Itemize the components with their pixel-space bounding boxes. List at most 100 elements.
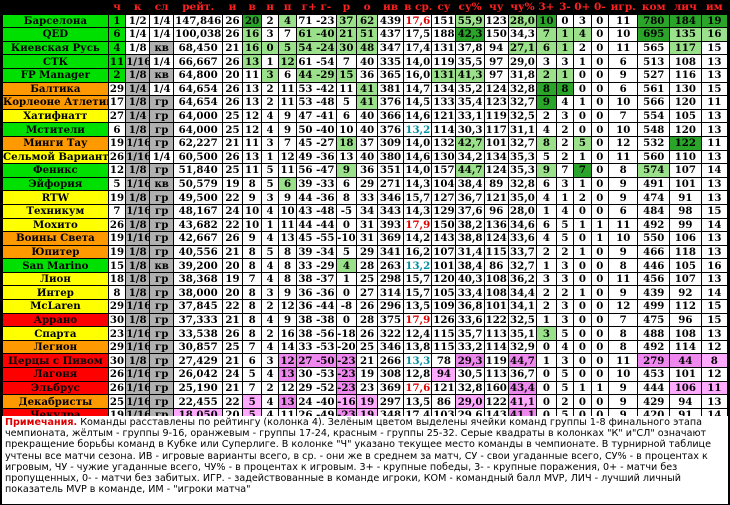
stat-cell: 1/16 [125, 339, 151, 355]
stat-cell: 37,333 [173, 312, 224, 328]
stat-cell: 4 [261, 122, 279, 137]
stat-cell: 8 [335, 190, 358, 205]
table-row: San Marino 15 1/8 кв 39,200 20 8 4 8 33 -29 4 28 263… [2, 258, 729, 273]
stat-cell: 4 [335, 258, 358, 273]
stat-cell: 492 [637, 217, 671, 233]
stat-cell: 532 [637, 135, 671, 151]
stat-cell: 19 [356, 367, 378, 382]
table-row: Спарта 23 1/16 гр 33,538 26 8 2 16 38 -56 -18 26 322… [2, 326, 729, 341]
stat-cell: 42,667 [173, 231, 224, 246]
stat-cell: 0 [590, 326, 610, 341]
header-cell: игр. [608, 0, 639, 15]
stat-cell: 0 [573, 67, 592, 83]
stat-cell: 36,7 [455, 190, 485, 205]
stat-cell: 27 [356, 285, 378, 301]
stat-cell: 439 [637, 285, 671, 301]
stat-cell: 18 [107, 271, 127, 287]
stat-cell: 62 [356, 13, 378, 29]
stat-cell: 12,4 [403, 326, 433, 341]
stat-cell: 35,0 [507, 190, 538, 205]
stat-cell: 44 [669, 353, 702, 369]
stat-cell: 16 [700, 27, 729, 42]
stat-cell: 0 [573, 394, 592, 409]
team-name-cell: Лагоня [2, 367, 109, 382]
stat-cell: 380 [376, 149, 405, 165]
table-row: Мохито 26 1/8 гр 43,682 22 10 1 11 44 -44 0 31 393 17… [2, 217, 729, 233]
stat-cell: 61 -40 [296, 27, 337, 42]
stat-cell: 131 [431, 40, 457, 56]
stat-cell: 3 [261, 285, 279, 301]
stat-cell: 10 [335, 122, 358, 137]
stat-cell: 150 [483, 27, 509, 42]
stat-cell: 64,000 [173, 108, 224, 124]
table-row: RTW 19 1/8 гр 49,500 22 9 3 9 44 -36 8 33 346 15,7 127… [2, 190, 729, 205]
stat-cell: 26 [107, 149, 127, 165]
stat-cell: 25 [222, 122, 243, 137]
stat-cell: 2 [261, 299, 279, 314]
stat-cell: 1 [555, 67, 575, 83]
stat-cell: 130 [431, 149, 457, 165]
stat-cell: 14,6 [403, 108, 433, 124]
stat-cell: 1/8 [125, 271, 151, 287]
stat-cell: 29,0 [455, 394, 485, 409]
stat-cell: 3 [261, 27, 279, 42]
stat-cell: 8 [536, 135, 557, 151]
stat-cell: 38 -37 [296, 271, 337, 287]
stat-cell: 33 -53 [296, 339, 337, 355]
table-row: Эйфория 5 1/16 кв 50,579 19 8 5 6 39 -33 6 29 271 14,… [2, 176, 729, 192]
stat-cell: 3 [261, 67, 279, 83]
stat-cell: 105 [431, 285, 457, 301]
stat-cell: 120 [669, 122, 702, 137]
stat-cell: 11 [608, 271, 639, 287]
stat-cell: 9 [277, 108, 298, 124]
stat-cell: 484 [637, 203, 671, 219]
stat-cell: 39 -34 [296, 244, 337, 260]
stat-cell: 30 [107, 353, 127, 369]
stat-cell: 13 [700, 122, 729, 137]
header-cell: в [241, 0, 263, 15]
stat-cell: 62,227 [173, 135, 224, 151]
stat-cell: кв [149, 176, 175, 192]
stat-cell: 21 [222, 244, 243, 260]
stat-cell: 2 [555, 122, 575, 137]
stat-cell: 37,6 [455, 203, 485, 219]
team-name-cell: San Marino [2, 258, 109, 273]
team-name-cell: Мстители [2, 122, 109, 137]
stat-cell: 1/16 [125, 54, 151, 69]
stat-cell: 13 [700, 326, 729, 341]
stat-cell: 0 [590, 13, 610, 29]
stat-cell: 3 [261, 135, 279, 151]
stat-cell: 112 [669, 299, 702, 314]
stat-cell: 0 [335, 285, 358, 301]
stat-cell: 6 [335, 176, 358, 192]
team-name-cell: Легион [2, 339, 109, 355]
header-cell: рейт. [173, 0, 224, 15]
stat-cell: 11 [608, 40, 639, 56]
stat-cell: 4 [555, 95, 575, 110]
stat-cell: 9 [608, 285, 639, 301]
stat-cell: 33,4 [455, 285, 485, 301]
header-cell: и [222, 0, 243, 15]
stat-cell: 5 [261, 244, 279, 260]
stat-cell: 7 [536, 27, 557, 42]
stat-cell: 1/16 [125, 231, 151, 246]
stat-cell: 39 -33 [296, 176, 337, 192]
stat-cell: 29 [356, 176, 378, 192]
stat-cell: 38,2 [455, 217, 485, 233]
stat-cell: 1 [536, 203, 557, 219]
stat-cell: 114 [483, 339, 509, 355]
stat-cell: 346 [376, 339, 405, 355]
stat-cell: 376 [376, 122, 405, 137]
stat-cell: 22 [222, 217, 243, 233]
stat-cell: 34,4 [507, 285, 538, 301]
stat-cell: 68,450 [173, 40, 224, 56]
stat-cell: 8 [700, 353, 729, 369]
header-cell: 3- [555, 0, 575, 15]
stat-cell: 8 [241, 258, 263, 273]
stat-cell: 1/4 [149, 149, 175, 165]
stat-cell: 26 [222, 27, 243, 42]
stat-cell: 150 [431, 217, 457, 233]
stat-cell: 96 [483, 203, 509, 219]
stat-cell: кв [149, 67, 175, 83]
stat-cell: 0 [590, 312, 610, 328]
